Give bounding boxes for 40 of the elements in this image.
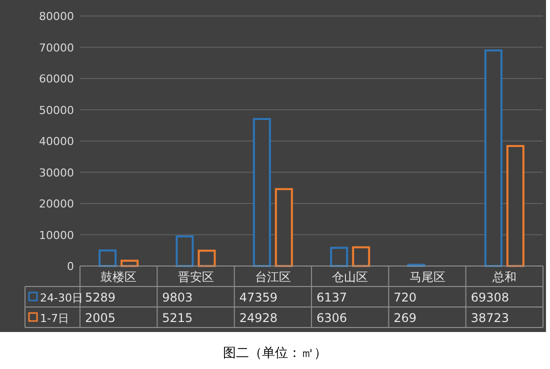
data-label: 38723	[470, 311, 510, 325]
bar	[176, 235, 194, 267]
y-tick-label: 20000	[39, 198, 74, 210]
x-tick-label: 仓山区	[332, 270, 368, 284]
y-tick-label: 10000	[39, 228, 74, 242]
data-label: 5215	[162, 311, 193, 325]
y-tick-label: 30000	[39, 166, 74, 180]
data-label: 69308	[470, 290, 510, 304]
bar	[484, 49, 502, 267]
x-tick-label: 马尾区	[409, 270, 446, 284]
data-label: 6306	[316, 311, 348, 325]
bar	[330, 246, 348, 267]
data-label: 24928	[239, 311, 278, 325]
legend-label: 1-7日	[40, 312, 69, 325]
data-label: 47359	[239, 290, 278, 304]
data-label: 9803	[162, 290, 193, 304]
bar	[98, 249, 117, 267]
y-tick-label: 80000	[39, 10, 74, 23]
legend-label: 24-30日	[40, 292, 83, 304]
data-label: 269	[394, 311, 417, 325]
bar	[198, 250, 216, 267]
bar	[252, 118, 271, 267]
x-tick-label: 鼓楼区	[100, 270, 137, 284]
bar	[120, 260, 139, 267]
data-label: 2005	[85, 311, 116, 325]
text: 图二（单位：㎡）	[223, 346, 327, 361]
bar	[274, 188, 293, 267]
y-tick-label: 50000	[39, 104, 74, 117]
data-label: 6137	[316, 290, 348, 304]
x-tick-label: 总和	[491, 270, 516, 284]
bar	[352, 246, 370, 267]
data-label: 5289	[85, 290, 116, 304]
y-tick-label: 70000	[39, 41, 74, 54]
x-tick-label: 台江区	[254, 270, 291, 284]
y-tick-label: 0	[67, 260, 74, 273]
y-tick-label: 40000	[39, 135, 74, 148]
data-label: 720	[394, 290, 417, 304]
x-tick-label: 晋安区	[178, 270, 214, 284]
y-tick-label: 60000	[39, 72, 74, 86]
bar	[506, 144, 524, 267]
